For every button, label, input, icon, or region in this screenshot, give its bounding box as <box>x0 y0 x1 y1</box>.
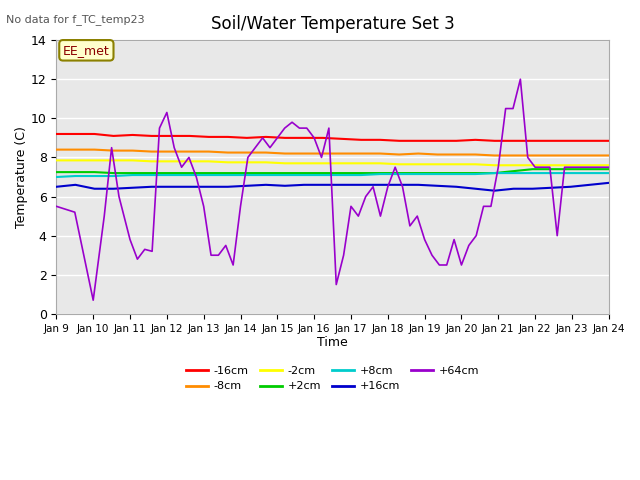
Text: EE_met: EE_met <box>63 44 109 57</box>
Text: No data for f_TC_temp23: No data for f_TC_temp23 <box>6 14 145 25</box>
X-axis label: Time: Time <box>317 336 348 349</box>
Y-axis label: Temperature (C): Temperature (C) <box>15 126 28 228</box>
Title: Soil/Water Temperature Set 3: Soil/Water Temperature Set 3 <box>211 15 454 33</box>
Legend: -16cm, -8cm, -2cm, +2cm, +8cm, +16cm, +64cm: -16cm, -8cm, -2cm, +2cm, +8cm, +16cm, +6… <box>181 361 484 396</box>
